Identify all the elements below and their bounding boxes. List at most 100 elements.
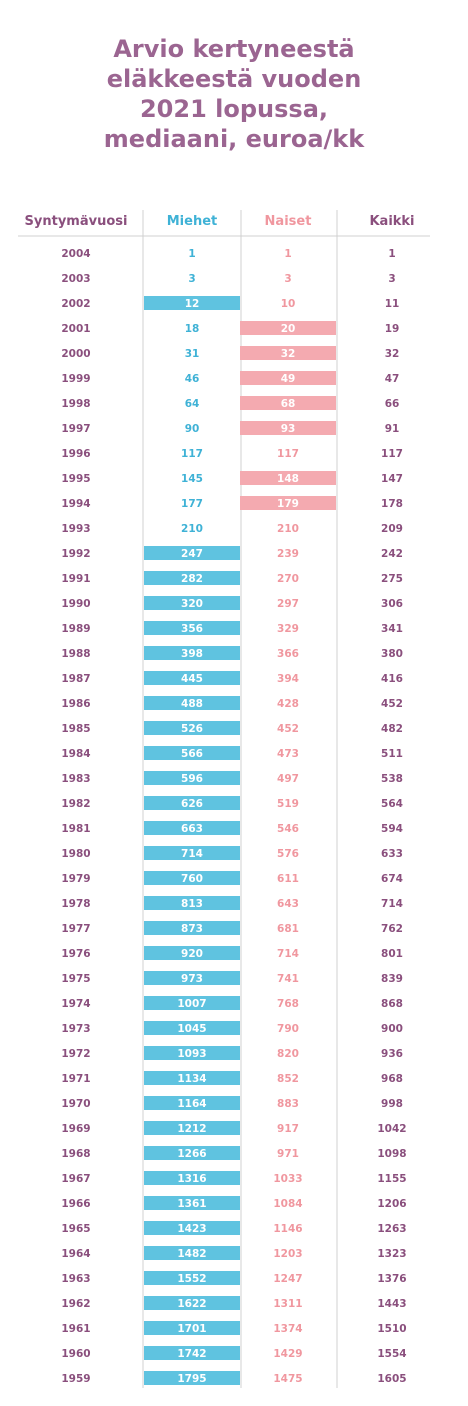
all-value: 538 xyxy=(381,773,403,785)
men-value: 920 xyxy=(181,948,203,960)
year-cell: 1969 xyxy=(61,1123,90,1135)
year-cell: 1971 xyxy=(61,1073,90,1085)
men-highlight-bar xyxy=(144,546,240,560)
men-highlight-bar xyxy=(144,596,240,610)
women-value: 49 xyxy=(281,373,296,385)
men-highlight-bar xyxy=(144,1046,240,1060)
year-cell: 1977 xyxy=(61,923,90,935)
women-value: 1429 xyxy=(273,1348,302,1360)
men-value: 282 xyxy=(181,573,203,585)
men-value: 1134 xyxy=(177,1073,206,1085)
chart-title: Arvio kertyneestä eläkkeestä vuoden 2021… xyxy=(40,34,428,154)
men-value: 714 xyxy=(181,848,203,860)
women-value: 428 xyxy=(277,698,299,710)
all-value: 801 xyxy=(381,948,403,960)
all-value: 306 xyxy=(381,598,403,610)
year-cell: 1959 xyxy=(61,1373,90,1385)
women-highlight-bar xyxy=(240,346,336,360)
all-value: 968 xyxy=(381,1073,403,1085)
all-value: 1263 xyxy=(377,1223,406,1235)
men-value: 320 xyxy=(181,598,203,610)
men-value: 445 xyxy=(181,673,203,685)
table-header: Syntymävuosi Miehet Naiset Kaikki xyxy=(25,214,415,229)
men-value: 626 xyxy=(181,798,203,810)
women-value: 714 xyxy=(277,948,299,960)
women-value: 1247 xyxy=(273,1273,302,1285)
year-cell: 1967 xyxy=(61,1173,90,1185)
all-value: 1554 xyxy=(377,1348,406,1360)
year-cell: 1975 xyxy=(61,973,90,985)
all-value: 66 xyxy=(385,398,400,410)
men-highlight-bar xyxy=(144,296,240,310)
year-cell: 1973 xyxy=(61,1023,90,1035)
men-value: 356 xyxy=(181,623,203,635)
men-highlight-bar xyxy=(144,1146,240,1160)
women-value: 239 xyxy=(277,548,299,560)
all-value: 147 xyxy=(381,473,403,485)
all-value: 936 xyxy=(381,1048,403,1060)
men-value: 247 xyxy=(181,548,203,560)
all-value: 416 xyxy=(381,673,403,685)
year-cell: 1981 xyxy=(61,823,90,835)
men-value: 1552 xyxy=(177,1273,206,1285)
all-value: 564 xyxy=(381,798,403,810)
all-value: 998 xyxy=(381,1098,403,1110)
title-line-3: 2021 lopussa, xyxy=(139,95,328,123)
men-highlight-bar xyxy=(144,646,240,660)
men-value: 145 xyxy=(181,473,203,485)
year-cell: 1993 xyxy=(61,523,90,535)
men-value: 1795 xyxy=(177,1373,206,1385)
all-value: 117 xyxy=(381,448,403,460)
year-cell: 1992 xyxy=(61,548,90,560)
men-value: 813 xyxy=(181,898,203,910)
men-value: 3 xyxy=(188,273,195,285)
men-highlight-bar xyxy=(144,971,240,985)
year-cell: 1960 xyxy=(61,1348,90,1360)
year-cell: 1984 xyxy=(61,748,90,760)
men-highlight-bar xyxy=(144,696,240,710)
all-value: 11 xyxy=(385,298,400,310)
all-value: 3 xyxy=(388,273,395,285)
year-cell: 1989 xyxy=(61,623,90,635)
all-value: 1042 xyxy=(377,1123,406,1135)
year-cell: 1979 xyxy=(61,873,90,885)
men-value: 1622 xyxy=(177,1298,206,1310)
women-value: 179 xyxy=(277,498,299,510)
year-cell: 1962 xyxy=(61,1298,90,1310)
title-line-1: Arvio kertyneestä xyxy=(113,35,355,63)
women-value: 270 xyxy=(277,573,299,585)
year-cell: 1988 xyxy=(61,648,90,660)
year-cell: 1961 xyxy=(61,1323,90,1335)
women-highlight-bar xyxy=(240,496,336,510)
year-cell: 1966 xyxy=(61,1198,90,1210)
women-value: 1374 xyxy=(273,1323,302,1335)
women-highlight-bar xyxy=(240,371,336,385)
header-naiset: Naiset xyxy=(265,214,312,229)
title-line-4: mediaani, euroa/kk xyxy=(103,125,365,153)
all-value: 47 xyxy=(385,373,400,385)
all-value: 1206 xyxy=(377,1198,406,1210)
women-value: 519 xyxy=(277,798,299,810)
men-value: 663 xyxy=(181,823,203,835)
women-value: 3 xyxy=(284,273,291,285)
women-value: 497 xyxy=(277,773,299,785)
men-highlight-bar xyxy=(144,996,240,1010)
men-value: 18 xyxy=(185,323,200,335)
men-highlight-bar xyxy=(144,1071,240,1085)
all-value: 32 xyxy=(385,348,400,360)
women-value: 576 xyxy=(277,848,299,860)
women-value: 820 xyxy=(277,1048,299,1060)
all-value: 1376 xyxy=(377,1273,406,1285)
all-value: 242 xyxy=(381,548,403,560)
men-highlight-bar xyxy=(144,1021,240,1035)
men-highlight-bar xyxy=(144,821,240,835)
women-value: 1 xyxy=(284,248,291,260)
men-highlight-bar xyxy=(144,1246,240,1260)
women-value: 883 xyxy=(277,1098,299,1110)
all-value: 594 xyxy=(381,823,403,835)
year-cell: 2004 xyxy=(61,248,90,260)
year-cell: 1999 xyxy=(61,373,90,385)
men-highlight-bar xyxy=(144,721,240,735)
men-value: 973 xyxy=(181,973,203,985)
